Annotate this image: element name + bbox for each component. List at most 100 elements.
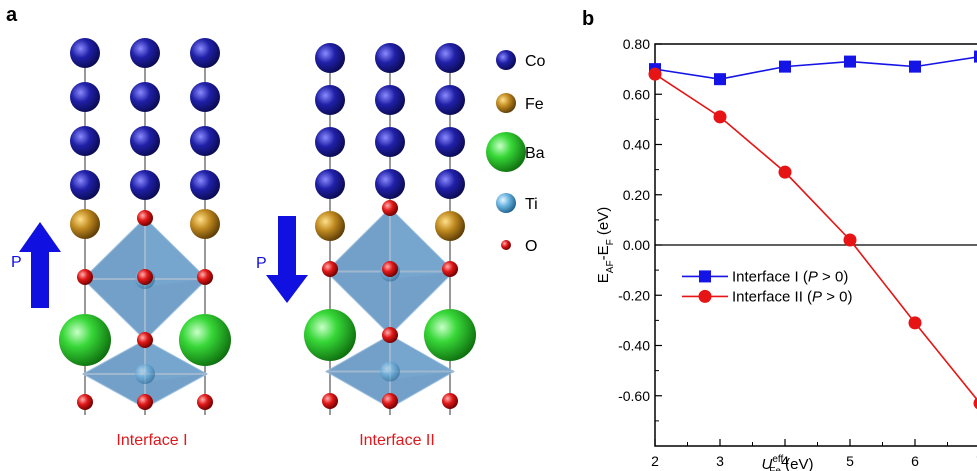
legend-marker-square: [699, 270, 711, 283]
o-atom: [137, 332, 153, 348]
o-atom: [322, 261, 338, 277]
ba-atom: [179, 314, 231, 366]
o-atom: [442, 393, 458, 409]
series-line-0: [654, 56, 977, 80]
y-tick-label: -0.40: [618, 338, 650, 354]
data-point-circle: [973, 397, 977, 410]
o-atom: [137, 210, 153, 226]
co-atom: [130, 126, 160, 156]
co-atom: [130, 82, 160, 112]
polarization-label: P: [11, 254, 22, 271]
co-atom: [190, 38, 220, 68]
data-point-square: [844, 55, 856, 68]
legend-swatch-co: [496, 50, 516, 70]
o-atom: [382, 261, 398, 277]
o-atom: [197, 394, 213, 410]
co-atom: [70, 170, 100, 200]
legend-label-o: O: [525, 238, 537, 255]
x-axis-label: UeffFe (eV): [762, 454, 814, 471]
octahedron-face: [145, 218, 207, 287]
o-atom: [442, 261, 458, 277]
y-tick-label: 0.20: [623, 187, 650, 203]
o-atom: [137, 394, 153, 410]
y-tick-label: 0.40: [623, 137, 650, 153]
co-atom: [315, 169, 345, 199]
fe-atom: [435, 211, 465, 241]
co-atom: [190, 82, 220, 112]
o-atom: [137, 269, 153, 285]
ba-atom: [424, 309, 476, 361]
co-atom: [130, 38, 160, 68]
ti-atom: [380, 361, 400, 382]
co-atom: [70, 38, 100, 68]
o-atom: [382, 200, 398, 216]
x-tick-label: 6: [911, 453, 919, 469]
energy-chart: 0.80 0.60 0.40 0.20 0.00 -0.20 -0.40 -0.60 2 3 4 5 6…: [595, 36, 977, 471]
co-atom: [315, 85, 345, 115]
ba-atom: [59, 314, 111, 366]
legend-swatch-o: [501, 240, 511, 250]
interface-label-ii: Interface II: [359, 432, 435, 449]
legend-entry: Interface II (P > 0): [732, 288, 853, 305]
co-atom: [70, 126, 100, 156]
y-tick-label: 0.80: [623, 36, 650, 52]
data-point-square: [909, 60, 921, 73]
data-point-square: [779, 60, 791, 73]
o-atom: [77, 269, 93, 285]
co-atom: [190, 126, 220, 156]
y-tick-label: -0.60: [618, 388, 650, 404]
structure-panel: P P Co Fe Ba Ti O Interface I Interface II: [11, 38, 546, 449]
legend-marker-circle: [698, 289, 712, 303]
data-point-circle: [778, 165, 792, 179]
co-atom: [190, 170, 220, 200]
ti-atom: [135, 364, 155, 384]
x-tick-label: 4: [781, 453, 789, 469]
x-tick-label: 5: [846, 453, 854, 469]
series-line-1: [654, 73, 977, 401]
data-point-circle: [648, 67, 662, 81]
polarization-label: P: [256, 255, 267, 272]
ba-atom: [304, 309, 356, 361]
o-atom: [382, 393, 398, 409]
co-atom: [315, 43, 345, 73]
o-atom: [77, 394, 93, 410]
fe-atom: [70, 209, 100, 239]
fe-atom: [190, 209, 220, 239]
legend-label-ba: Ba: [525, 145, 545, 162]
co-atom: [435, 127, 465, 157]
x-tick-label: 3: [716, 453, 724, 469]
co-atom: [315, 127, 345, 157]
panel-label-b: b: [582, 8, 595, 30]
legend-swatch-ba: [486, 132, 526, 172]
y-axis-label: EAF-EF (eV): [595, 207, 616, 283]
panel-label-a: a: [6, 4, 18, 26]
interface-label-i: Interface I: [116, 432, 187, 449]
polarization-down-arrow: [266, 216, 308, 303]
co-atom: [130, 170, 160, 200]
co-atom: [375, 43, 405, 73]
legend-label-ti: Ti: [525, 196, 538, 213]
data-point-circle: [843, 233, 857, 247]
x-tick-label: 2: [651, 453, 659, 469]
co-atom: [435, 85, 465, 115]
y-tick-label: 0.00: [623, 237, 650, 253]
co-atom: [375, 127, 405, 157]
co-atom: [375, 169, 405, 199]
data-point-square: [714, 73, 726, 86]
co-atom: [70, 82, 100, 112]
o-atom: [197, 269, 213, 285]
polarization-up-arrow: [19, 222, 61, 308]
legend-label-fe: Fe: [525, 96, 544, 113]
octahedron-face: [390, 208, 454, 280]
legend-swatch-fe: [496, 93, 516, 113]
o-atom: [322, 393, 338, 409]
octahedron-face: [145, 340, 207, 382]
octahedron-face: [390, 335, 454, 380]
data-point-circle: [713, 110, 727, 124]
o-atom: [382, 327, 398, 343]
data-point-square: [974, 50, 977, 63]
atom-legend: Co Fe Ba Ti O: [486, 50, 546, 255]
y-tick-label: -0.20: [618, 287, 650, 303]
y-tick-label: 0.60: [623, 86, 650, 102]
